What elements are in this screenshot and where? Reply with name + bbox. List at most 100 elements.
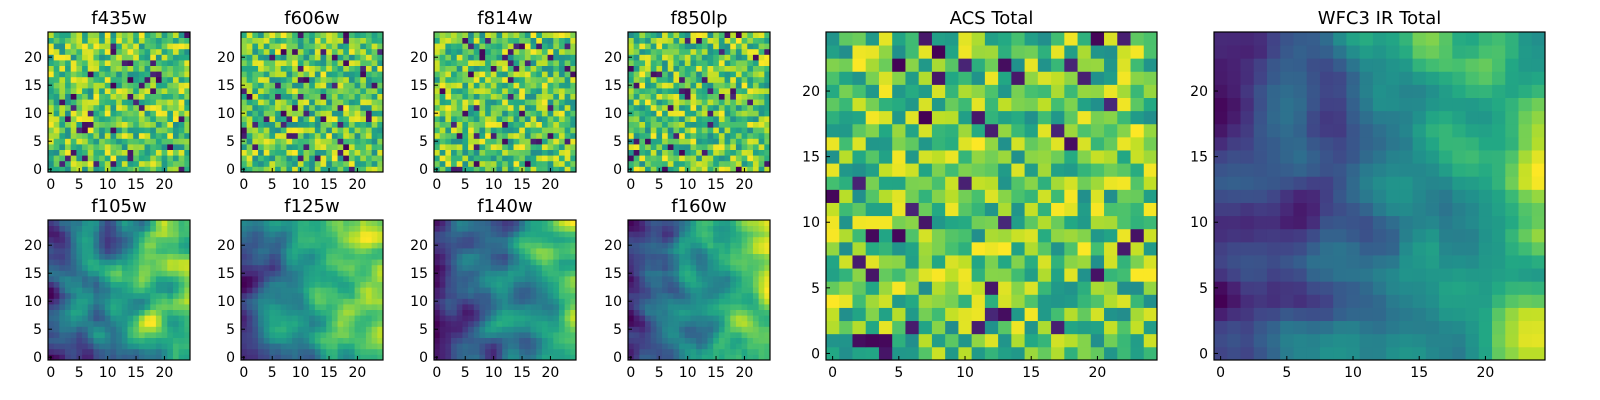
- heatmap-cell: [485, 127, 492, 134]
- heatmap-cell: [541, 253, 548, 260]
- heatmap-cell: [730, 326, 737, 333]
- heatmap-cell: [684, 43, 691, 50]
- heatmap-cell: [553, 236, 560, 243]
- heatmap-cell: [633, 354, 640, 361]
- heatmap-cell: [479, 253, 486, 260]
- heatmap-cell: [269, 270, 276, 277]
- heatmap-cell: [684, 292, 691, 299]
- heatmap-cell: [645, 127, 652, 134]
- x-tick-label: 10: [292, 365, 310, 381]
- heatmap-cell: [286, 121, 293, 128]
- heatmap-cell: [724, 343, 731, 350]
- heatmap-cell: [701, 110, 708, 117]
- heatmap-cell: [354, 132, 361, 139]
- heatmap-cell: [462, 276, 469, 282]
- heatmap-cell: [639, 332, 646, 338]
- heatmap-cell: [59, 304, 66, 310]
- heatmap-cell: [309, 132, 316, 139]
- heatmap-cell: [167, 54, 174, 61]
- heatmap-cell: [365, 287, 373, 294]
- heatmap-cell: [70, 93, 77, 100]
- heatmap-cell: [502, 332, 509, 338]
- heatmap-cell: [275, 116, 282, 122]
- heatmap-cell: [690, 270, 697, 277]
- heatmap-cell: [314, 60, 321, 66]
- heatmap-cell: [656, 315, 663, 322]
- heatmap-cell: [758, 132, 765, 139]
- heatmap-cell: [570, 110, 577, 117]
- heatmap-cell: [348, 99, 355, 106]
- heatmap-cell: [735, 48, 742, 55]
- heatmap-cell: [462, 287, 469, 294]
- heatmap-cell: [439, 320, 446, 327]
- heatmap-cell: [110, 160, 117, 167]
- heatmap-cell: [701, 71, 708, 78]
- heatmap-cell: [246, 88, 253, 94]
- heatmap-cell: [479, 155, 486, 162]
- heatmap-cell: [558, 166, 566, 173]
- heatmap-cell: [524, 348, 531, 355]
- x-tick-label: 0: [46, 177, 55, 193]
- heatmap-cell: [144, 116, 151, 122]
- heatmap-cell: [161, 332, 168, 338]
- heatmap-cell: [172, 248, 180, 254]
- heatmap-cell: [167, 116, 174, 122]
- heatmap-cell: [286, 298, 293, 305]
- heatmap-cell: [547, 144, 554, 150]
- heatmap-cell: [246, 32, 253, 38]
- heatmap-cell: [439, 231, 446, 238]
- y-tick-label: 20: [24, 50, 42, 66]
- heatmap-cell: [701, 116, 708, 122]
- heatmap-cell: [252, 236, 259, 243]
- heatmap-cell: [104, 32, 111, 38]
- heatmap-cell: [696, 43, 703, 50]
- heatmap-cell: [269, 348, 276, 355]
- heatmap-cell: [82, 309, 89, 316]
- heatmap-cell: [524, 76, 531, 83]
- heatmap-cell: [246, 82, 253, 89]
- heatmap-cell: [696, 348, 703, 355]
- heatmap-cell: [541, 99, 548, 106]
- heatmap-cell: [741, 82, 748, 89]
- heatmap-cell: [99, 37, 106, 44]
- heatmap-cell: [320, 320, 327, 327]
- heatmap-cell: [161, 287, 168, 294]
- heatmap-cell: [547, 155, 554, 162]
- heatmap-cell: [735, 315, 742, 322]
- heatmap-cell: [178, 231, 185, 238]
- heatmap-cell: [252, 309, 259, 316]
- heatmap-cell: [519, 242, 526, 249]
- heatmap-cell: [241, 32, 248, 38]
- heatmap-cell: [558, 54, 566, 61]
- heatmap-cell: [314, 37, 321, 44]
- heatmap-cell: [104, 292, 111, 299]
- heatmap-cell: [713, 43, 720, 50]
- heatmap-cell: [53, 343, 60, 350]
- y-tick-label: 15: [24, 78, 42, 94]
- heatmap-cell: [371, 259, 378, 266]
- heatmap-cell: [667, 264, 674, 271]
- heatmap-cell: [633, 132, 640, 139]
- heatmap-cell: [263, 304, 270, 310]
- heatmap-cell: [133, 287, 140, 294]
- heatmap-cell: [758, 82, 765, 89]
- heatmap-cell: [479, 104, 486, 111]
- heatmap-cell: [439, 326, 446, 333]
- heatmap-cell: [570, 231, 577, 238]
- heatmap-cell: [724, 60, 731, 66]
- heatmap-cells: [434, 220, 577, 361]
- heatmap-cell: [275, 37, 282, 44]
- heatmap-cell: [456, 132, 463, 139]
- heatmap-cell: [161, 242, 168, 249]
- heatmap-cell: [99, 354, 106, 361]
- heatmap-cell: [110, 332, 117, 338]
- heatmap-cell: [558, 99, 566, 106]
- heatmap-cell: [628, 155, 635, 162]
- heatmap-cell: [547, 116, 554, 122]
- heatmap-cell: [530, 253, 537, 260]
- heatmap-cell: [331, 287, 338, 294]
- heatmap-cell: [280, 110, 287, 117]
- heatmap-cell: [178, 88, 185, 94]
- heatmap-cell: [758, 99, 765, 106]
